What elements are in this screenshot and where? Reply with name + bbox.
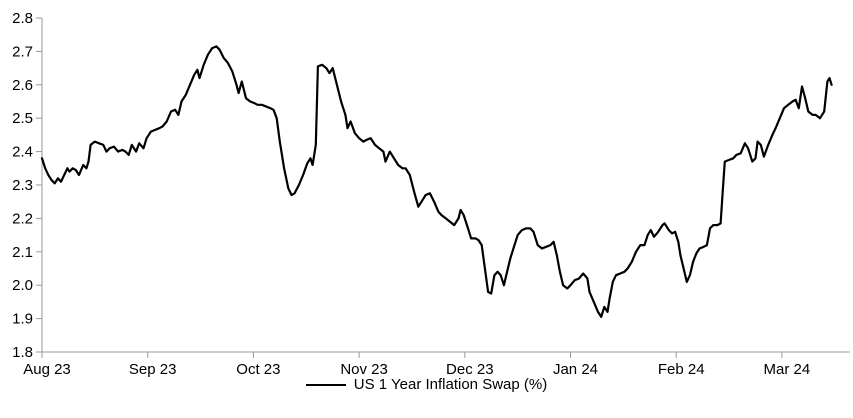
y-tick-label: 2.4 — [12, 144, 33, 161]
data-line — [40, 45, 833, 318]
x-tick-label: Feb 24 — [658, 361, 705, 378]
y-tick-label: 2.3 — [12, 177, 33, 194]
y-tick-label: 1.8 — [12, 344, 33, 361]
x-tick-label: Nov 23 — [340, 361, 388, 378]
x-tick-label: Aug 23 — [23, 361, 71, 378]
y-tick-label: 2.7 — [12, 43, 33, 60]
x-tick-label: Oct 23 — [236, 361, 280, 378]
legend-label: US 1 Year Inflation Swap (%) — [353, 376, 548, 393]
y-tick-label: 2.5 — [12, 110, 33, 127]
x-tick-label: Sep 23 — [129, 361, 177, 378]
legend: US 1 Year Inflation Swap (%) — [0, 376, 853, 393]
y-tick-label: 2.2 — [12, 210, 33, 227]
x-tick-label: Jan 24 — [553, 361, 598, 378]
x-tick-label: Mar 24 — [764, 361, 811, 378]
y-tick-label: 2.0 — [12, 277, 33, 294]
y-tick-label: 1.9 — [12, 311, 33, 328]
legend-line-icon — [305, 383, 346, 386]
y-tick-label: 2.8 — [12, 10, 33, 27]
y-tick-label: 2.6 — [12, 77, 33, 94]
x-tick-label: Dec 23 — [446, 361, 494, 378]
y-tick-label: 2.1 — [12, 244, 33, 261]
